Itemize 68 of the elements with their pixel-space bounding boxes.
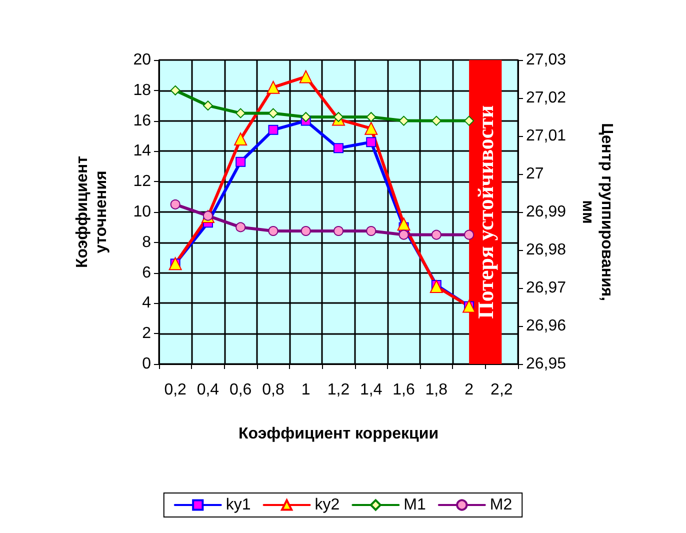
point	[366, 112, 376, 122]
x-tick-label: 2	[464, 382, 474, 398]
point	[236, 156, 246, 167]
point	[366, 137, 376, 148]
y-tick-label: 18	[133, 82, 152, 99]
y-tick-label: 2	[142, 325, 152, 342]
x-tick-label: 1,2	[327, 382, 350, 398]
y-tick-label: 12	[133, 173, 152, 190]
y-tick-label: 10	[133, 204, 152, 220]
y2-tick-label: 27,02	[526, 90, 566, 106]
x-tick-label: 1	[301, 382, 310, 398]
point	[398, 230, 409, 240]
x-tick-label: 2,2	[490, 382, 513, 398]
y-axis-title: Коэффициент уточнения	[74, 156, 110, 268]
point	[236, 108, 246, 118]
point	[366, 226, 376, 236]
point	[268, 226, 278, 236]
legend-label: ky2	[314, 496, 340, 514]
y-tick-label: 4	[142, 294, 152, 312]
x-tick-label: 0,8	[262, 382, 284, 398]
point	[397, 218, 410, 231]
point	[170, 199, 180, 210]
point	[268, 108, 278, 118]
point	[266, 80, 280, 94]
point	[364, 122, 378, 135]
y2-tick-label: 26,99	[526, 204, 566, 220]
point	[202, 100, 213, 111]
point	[300, 226, 311, 236]
point	[464, 230, 474, 240]
y2-tick-label: 26,97	[526, 280, 566, 296]
y2-tick-label: 26,95	[526, 356, 566, 372]
y2-tick-label: 26,98	[526, 242, 566, 258]
x-tick-label: 0,4	[196, 382, 220, 398]
x-tick-label: 1,4	[360, 382, 382, 398]
point	[431, 116, 442, 126]
point	[430, 280, 443, 293]
legend-label: M1	[404, 496, 426, 514]
x-tick-label: 1,6	[392, 382, 415, 398]
x-tick-label: 0,2	[164, 382, 187, 398]
x-axis-title: Коэффициент коррекции	[238, 426, 439, 442]
y2-tick-label: 27,01	[526, 128, 566, 144]
point	[300, 112, 311, 122]
point	[334, 226, 344, 236]
point	[464, 116, 474, 126]
y-tick-label: 16	[133, 112, 152, 130]
point	[334, 112, 344, 122]
y2-tick-label: 26,96	[526, 318, 566, 334]
legend-label: M2	[490, 496, 512, 514]
point	[334, 143, 344, 154]
x-tick-label: 1,8	[425, 382, 448, 398]
y-tick-label: 14	[133, 142, 152, 160]
y-tick-label: 6	[142, 264, 152, 282]
point	[236, 222, 246, 232]
band-label: Потеря устойчивости	[472, 104, 498, 319]
point	[170, 85, 180, 96]
y-tick-label: 20	[133, 52, 152, 68]
x-tick-label: 0,6	[229, 382, 252, 398]
point	[234, 132, 248, 146]
point	[299, 70, 312, 84]
y2-tick-label: 27,03	[526, 52, 566, 68]
point	[398, 116, 409, 126]
legend-label: ky1	[226, 496, 251, 514]
y-tick-label: 8	[142, 234, 152, 251]
y2-tick-label: 27	[526, 166, 544, 182]
y2-axis-title: Центр группирования, мм	[579, 122, 615, 302]
point	[431, 230, 442, 240]
y-tick-label: 0	[142, 356, 152, 372]
point	[268, 124, 278, 135]
